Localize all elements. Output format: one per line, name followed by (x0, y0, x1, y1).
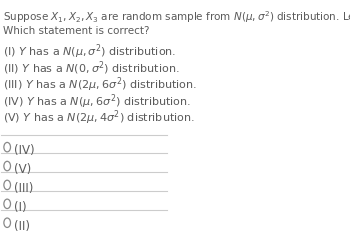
Text: (II) $Y$ has a $N(0, \sigma^2)$ distribution.: (II) $Y$ has a $N(0, \sigma^2)$ distribu… (3, 59, 180, 77)
Text: (II): (II) (14, 220, 30, 233)
Text: (III): (III) (14, 182, 33, 195)
Text: (I) $Y$ has a $N(\mu, \sigma^2)$ distribution.: (I) $Y$ has a $N(\mu, \sigma^2)$ distrib… (3, 43, 176, 61)
Text: (V) $Y$ has a $N(2\mu, 4\sigma^2)$ distribution.: (V) $Y$ has a $N(2\mu, 4\sigma^2)$ distr… (3, 109, 195, 127)
Text: Suppose $X_1, X_2, X_3$ are random sample from $N(\mu, \sigma^2)$ distribution. : Suppose $X_1, X_2, X_3$ are random sampl… (3, 10, 350, 26)
Text: (I): (I) (14, 201, 27, 214)
Text: (V): (V) (14, 163, 31, 176)
Text: (IV) $Y$ has a $N(\mu, 6\sigma^2)$ distribution.: (IV) $Y$ has a $N(\mu, 6\sigma^2)$ distr… (3, 92, 191, 111)
Text: (III) $Y$ has a $N(2\mu, 6\sigma^2)$ distribution.: (III) $Y$ has a $N(2\mu, 6\sigma^2)$ dis… (3, 76, 197, 94)
Text: (IV): (IV) (14, 144, 34, 157)
Text: Which statement is correct?: Which statement is correct? (3, 26, 149, 36)
